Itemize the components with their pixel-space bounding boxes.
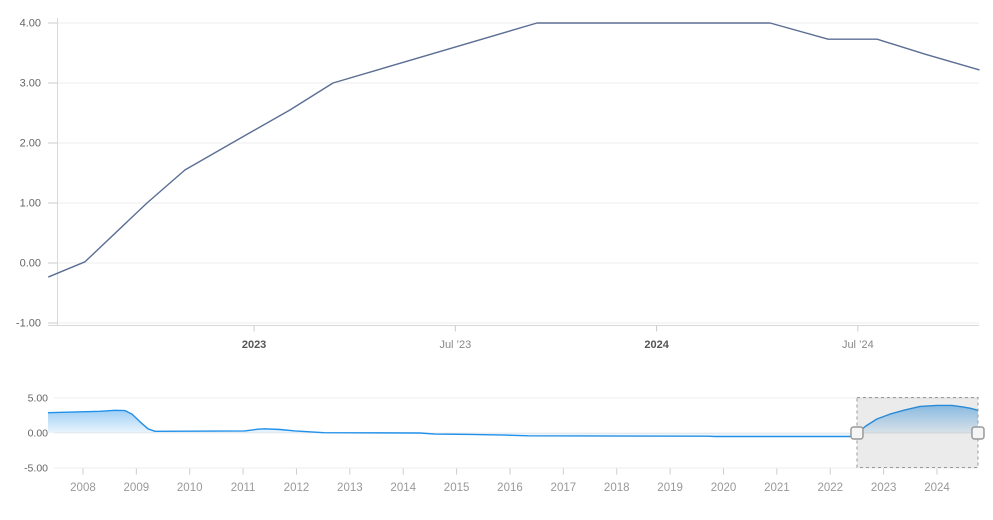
nav-x-label: 2023: [871, 482, 897, 494]
nav-y-label: 0.00: [28, 428, 49, 440]
nav-x-label: 2022: [817, 482, 843, 494]
x-axis-label: 2024: [644, 339, 669, 351]
nav-x-label: 2017: [551, 482, 577, 494]
main-chart: 4.00 3.00 2.00 1.00 0.00 -1.00 2023 Jul ’23 2024…: [16, 17, 980, 351]
rate-series: [48, 22, 980, 278]
nav-x-label: 2008: [70, 482, 96, 494]
navigator-selected-range[interactable]: [856, 397, 978, 468]
nav-x-label: 2009: [124, 482, 150, 494]
navigator-track[interactable]: [48, 397, 979, 468]
nav-x-label: 2020: [711, 482, 737, 494]
navigator-handle-right[interactable]: [971, 426, 985, 440]
x-axis-label: Jul ’23: [439, 339, 471, 351]
nav-x-label: 2018: [604, 482, 630, 494]
nav-x-label: 2013: [337, 482, 363, 494]
nav-x-label: 2019: [657, 482, 683, 494]
nav-y-label: -5.00: [24, 463, 48, 475]
y-axis-label: 0.00: [20, 258, 41, 270]
y-axis-label: 2.00: [20, 138, 41, 150]
navigator-series: [47, 404, 979, 438]
y-axis-label: 4.00: [20, 18, 41, 30]
nav-y-label: 5.00: [28, 393, 49, 405]
navigator: 5.00 0.00 -5.00 2008 2009 2010 2011 2012 2013 201…: [24, 393, 985, 494]
nav-x-label: 2014: [390, 482, 416, 494]
y-axis-label: 1.00: [20, 198, 41, 210]
nav-x-label: 2021: [764, 482, 790, 494]
navigator-handle-left[interactable]: [850, 426, 864, 440]
y-axis-label: 3.00: [20, 78, 41, 90]
nav-x-label: 2011: [231, 482, 256, 494]
nav-x-label: 2024: [924, 482, 950, 494]
nav-x-label: 2010: [177, 482, 203, 494]
nav-x-label: 2015: [444, 482, 470, 494]
main-plot-area[interactable]: [48, 17, 979, 325]
x-axis-label: Jul ’24: [842, 339, 874, 351]
x-axis-label: 2023: [242, 339, 266, 351]
nav-x-label: 2016: [497, 482, 523, 494]
y-axis-label: -1.00: [16, 318, 41, 330]
nav-x-label: 2012: [284, 482, 310, 494]
